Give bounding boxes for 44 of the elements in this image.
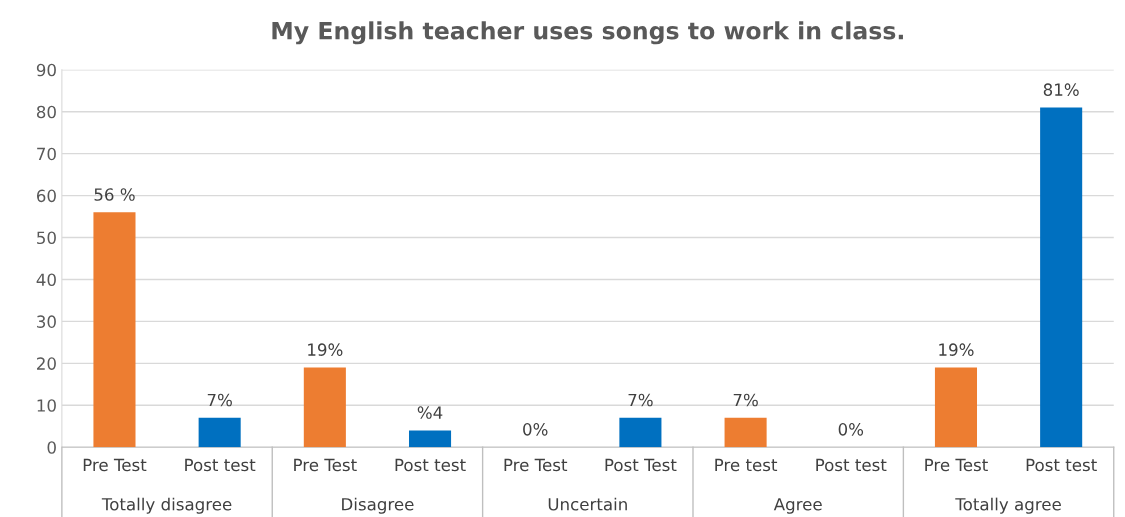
x-tick-label: Post Test: [605, 458, 677, 472]
bar: [198, 417, 241, 448]
data-label: 7%: [733, 393, 758, 407]
y-tick-label: 30: [37, 315, 56, 328]
data-label: 56 %: [94, 188, 135, 201]
data-label: 81%: [1043, 83, 1079, 96]
bar: [408, 430, 452, 448]
y-tick-label: 20: [37, 357, 56, 370]
data-label: 19%: [939, 343, 974, 356]
y-tick-label: 80: [36, 105, 56, 119]
x-tick-label: Pre Test: [925, 458, 988, 472]
data-label: %4: [417, 406, 443, 419]
x-tick-label: Pre test: [715, 458, 778, 472]
bar: [619, 417, 662, 448]
text: Totally disagree: [101, 497, 232, 514]
x-tick-label: Post test: [816, 458, 887, 472]
bar: [93, 212, 136, 448]
data-label: 7%: [628, 393, 653, 407]
x-tick-label: Pre Test: [294, 458, 357, 472]
x-tick-label: Pre Test: [83, 458, 147, 472]
data-label: 0%: [838, 423, 864, 436]
bar: [1040, 107, 1083, 448]
y-tick-label: 0: [47, 441, 56, 454]
bar: [724, 417, 767, 448]
text: Totally agree: [955, 497, 1061, 514]
y-tick-label: 40: [36, 273, 56, 287]
bar: [303, 367, 346, 448]
y-tick-label: 90: [36, 63, 56, 77]
y-tick-label: 10: [37, 399, 56, 412]
x-tick-label: Post test: [1026, 458, 1097, 472]
bar: [934, 367, 978, 448]
y-tick-label: 50: [37, 231, 56, 245]
y-tick-label: 60: [36, 189, 56, 203]
data-label: 19%: [308, 343, 343, 356]
text: Uncertain: [548, 497, 627, 511]
chart-title: My English teacher uses songs to work in class.: [272, 21, 903, 45]
data-label: 7%: [207, 393, 232, 407]
x-tick-label: Post test: [185, 458, 256, 472]
y-tick-label: 70: [37, 147, 56, 161]
data-label: 0%: [523, 423, 548, 436]
text: Agree: [773, 498, 822, 514]
x-tick-label: Post test: [395, 458, 466, 472]
text: Disagree: [342, 497, 414, 514]
x-tick-label: Pre Test: [504, 458, 568, 472]
